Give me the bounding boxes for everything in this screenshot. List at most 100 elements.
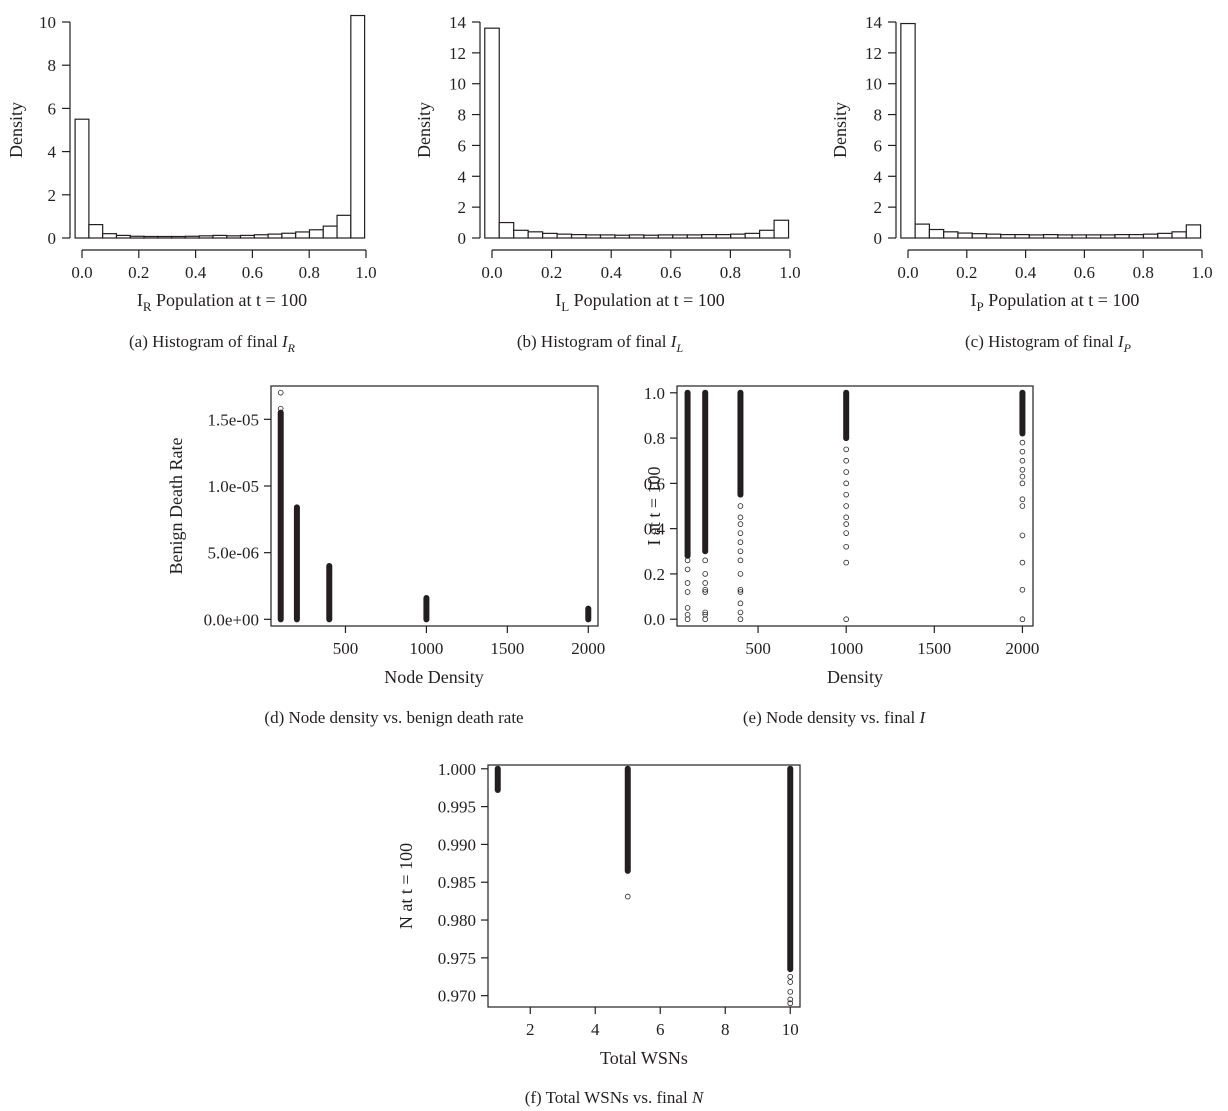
x-axis-label: IR Population at t = 100 (137, 290, 307, 314)
scatter-point (294, 506, 300, 513)
histogram-bar (115, 234, 131, 239)
scatter-point (787, 979, 794, 985)
y-tick-label: 0.8 (644, 429, 665, 448)
histogram-bar (556, 233, 573, 239)
histogram-bar (957, 232, 973, 239)
y-tick-label: 10 (39, 13, 56, 32)
y-axis-label: I at t = 100 (644, 466, 664, 545)
x-tick-label: 0.0 (481, 263, 502, 282)
scatter-point (1019, 503, 1026, 509)
caption-text: (d) Node density vs. benign death rate (264, 708, 523, 727)
x-tick-label: 6 (656, 1020, 665, 1039)
caption-variable-subscript: R (287, 341, 296, 355)
x-axis-label-rest: Population at t = 100 (152, 290, 308, 310)
plot-frame (676, 385, 1034, 627)
x-tick-label: 1000 (409, 639, 443, 658)
x-tick-label: 0.6 (242, 263, 263, 282)
histogram-bar (914, 223, 931, 239)
y-tick-label: 0.990 (438, 835, 476, 854)
scatter-point (737, 521, 744, 527)
histogram-bar (226, 235, 242, 239)
histogram-bar (350, 14, 366, 239)
histogram-bar (1171, 231, 1187, 239)
scatter-point (684, 392, 691, 398)
x-tick-label: 8 (721, 1020, 730, 1039)
scatter-point (843, 457, 849, 464)
x-tick-label: 0.0 (71, 263, 92, 282)
histogram-bar (759, 229, 775, 239)
y-tick-label: 0.970 (438, 987, 476, 1006)
histogram-bar (1128, 234, 1145, 239)
scatter-point (494, 768, 501, 774)
histogram-bar (1000, 234, 1016, 239)
y-tick-label: 8 (874, 106, 883, 125)
scatter-point (1019, 392, 1026, 398)
caption-text: (e) Node density vs. final (743, 708, 920, 727)
histogram-bar (614, 234, 631, 239)
histogram-bar (686, 234, 703, 239)
y-tick-label: 4 (458, 167, 467, 186)
scatter-point (843, 521, 849, 527)
x-axis-label-main: Density (827, 667, 883, 687)
plot-frame (487, 764, 801, 1008)
scatter-point (1019, 496, 1026, 503)
histogram-bar (900, 22, 916, 239)
x-tick-label: 1.0 (1191, 263, 1212, 282)
x-axis-label-main: I (137, 290, 143, 310)
y-tick-label: 10 (865, 75, 882, 94)
y-tick-label: 1.5e-05 (208, 410, 259, 429)
scatter-point (684, 557, 691, 564)
y-tick-label: 0.980 (438, 911, 476, 930)
x-tick-label: 0.4 (185, 263, 207, 282)
y-tick-label: 6 (874, 136, 883, 155)
scatter-point (787, 768, 794, 774)
y-axis-label: Density (830, 102, 850, 158)
scatter-point (1019, 559, 1026, 566)
scatter-point (737, 600, 744, 607)
y-tick-label: 0.2 (644, 565, 665, 584)
y-tick-label: 14 (865, 13, 883, 32)
histogram-bar (672, 234, 688, 239)
scatter-point (702, 392, 708, 398)
plot-frame (270, 385, 599, 627)
y-tick-label: 0.995 (438, 798, 476, 817)
scatter-point (843, 530, 849, 536)
histogram-bar (1157, 232, 1173, 239)
histogram-bar (212, 234, 228, 239)
y-tick-label: 12 (449, 44, 466, 63)
y-tick-label: 2 (458, 198, 467, 217)
histogram-bar (928, 228, 945, 239)
y-tick-label: 1.0e-05 (208, 477, 259, 496)
caption-variable: I (281, 332, 289, 351)
x-tick-label: 0.8 (1133, 263, 1154, 282)
x-axis-label: IL Population at t = 100 (555, 290, 725, 314)
y-axis-label: Density (6, 102, 26, 158)
scatter-point (585, 608, 592, 614)
scatter-point (787, 1000, 794, 1007)
histogram-bar (628, 234, 645, 239)
scatter-point (684, 605, 691, 611)
y-tick-label: 6 (48, 99, 57, 118)
x-tick-label: 0.0 (897, 263, 918, 282)
histogram-bar (1114, 234, 1130, 239)
scatter-point (737, 616, 744, 623)
panel-caption: (c) Histogram of final IP (965, 332, 1132, 355)
y-tick-label: 8 (48, 56, 57, 75)
histogram-bar (744, 232, 761, 239)
scatter-point (326, 565, 333, 571)
x-tick-label: 1000 (829, 639, 863, 658)
histogram-bar (1142, 233, 1159, 239)
histogram-bar (253, 234, 269, 239)
x-tick-label: 0.4 (601, 263, 623, 282)
panel-caption: (a) Histogram of final IR (129, 332, 296, 355)
y-tick-label: 4 (874, 167, 883, 186)
y-axis-label: N at t = 100 (396, 843, 416, 929)
y-axis-label: Benign Death Rate (166, 438, 186, 575)
y-axis-label: Density (414, 102, 434, 158)
x-tick-label: 1.0 (355, 263, 376, 282)
histogram-bar (971, 233, 988, 239)
y-tick-label: 1.0 (644, 384, 665, 403)
scatter-point (737, 530, 744, 536)
